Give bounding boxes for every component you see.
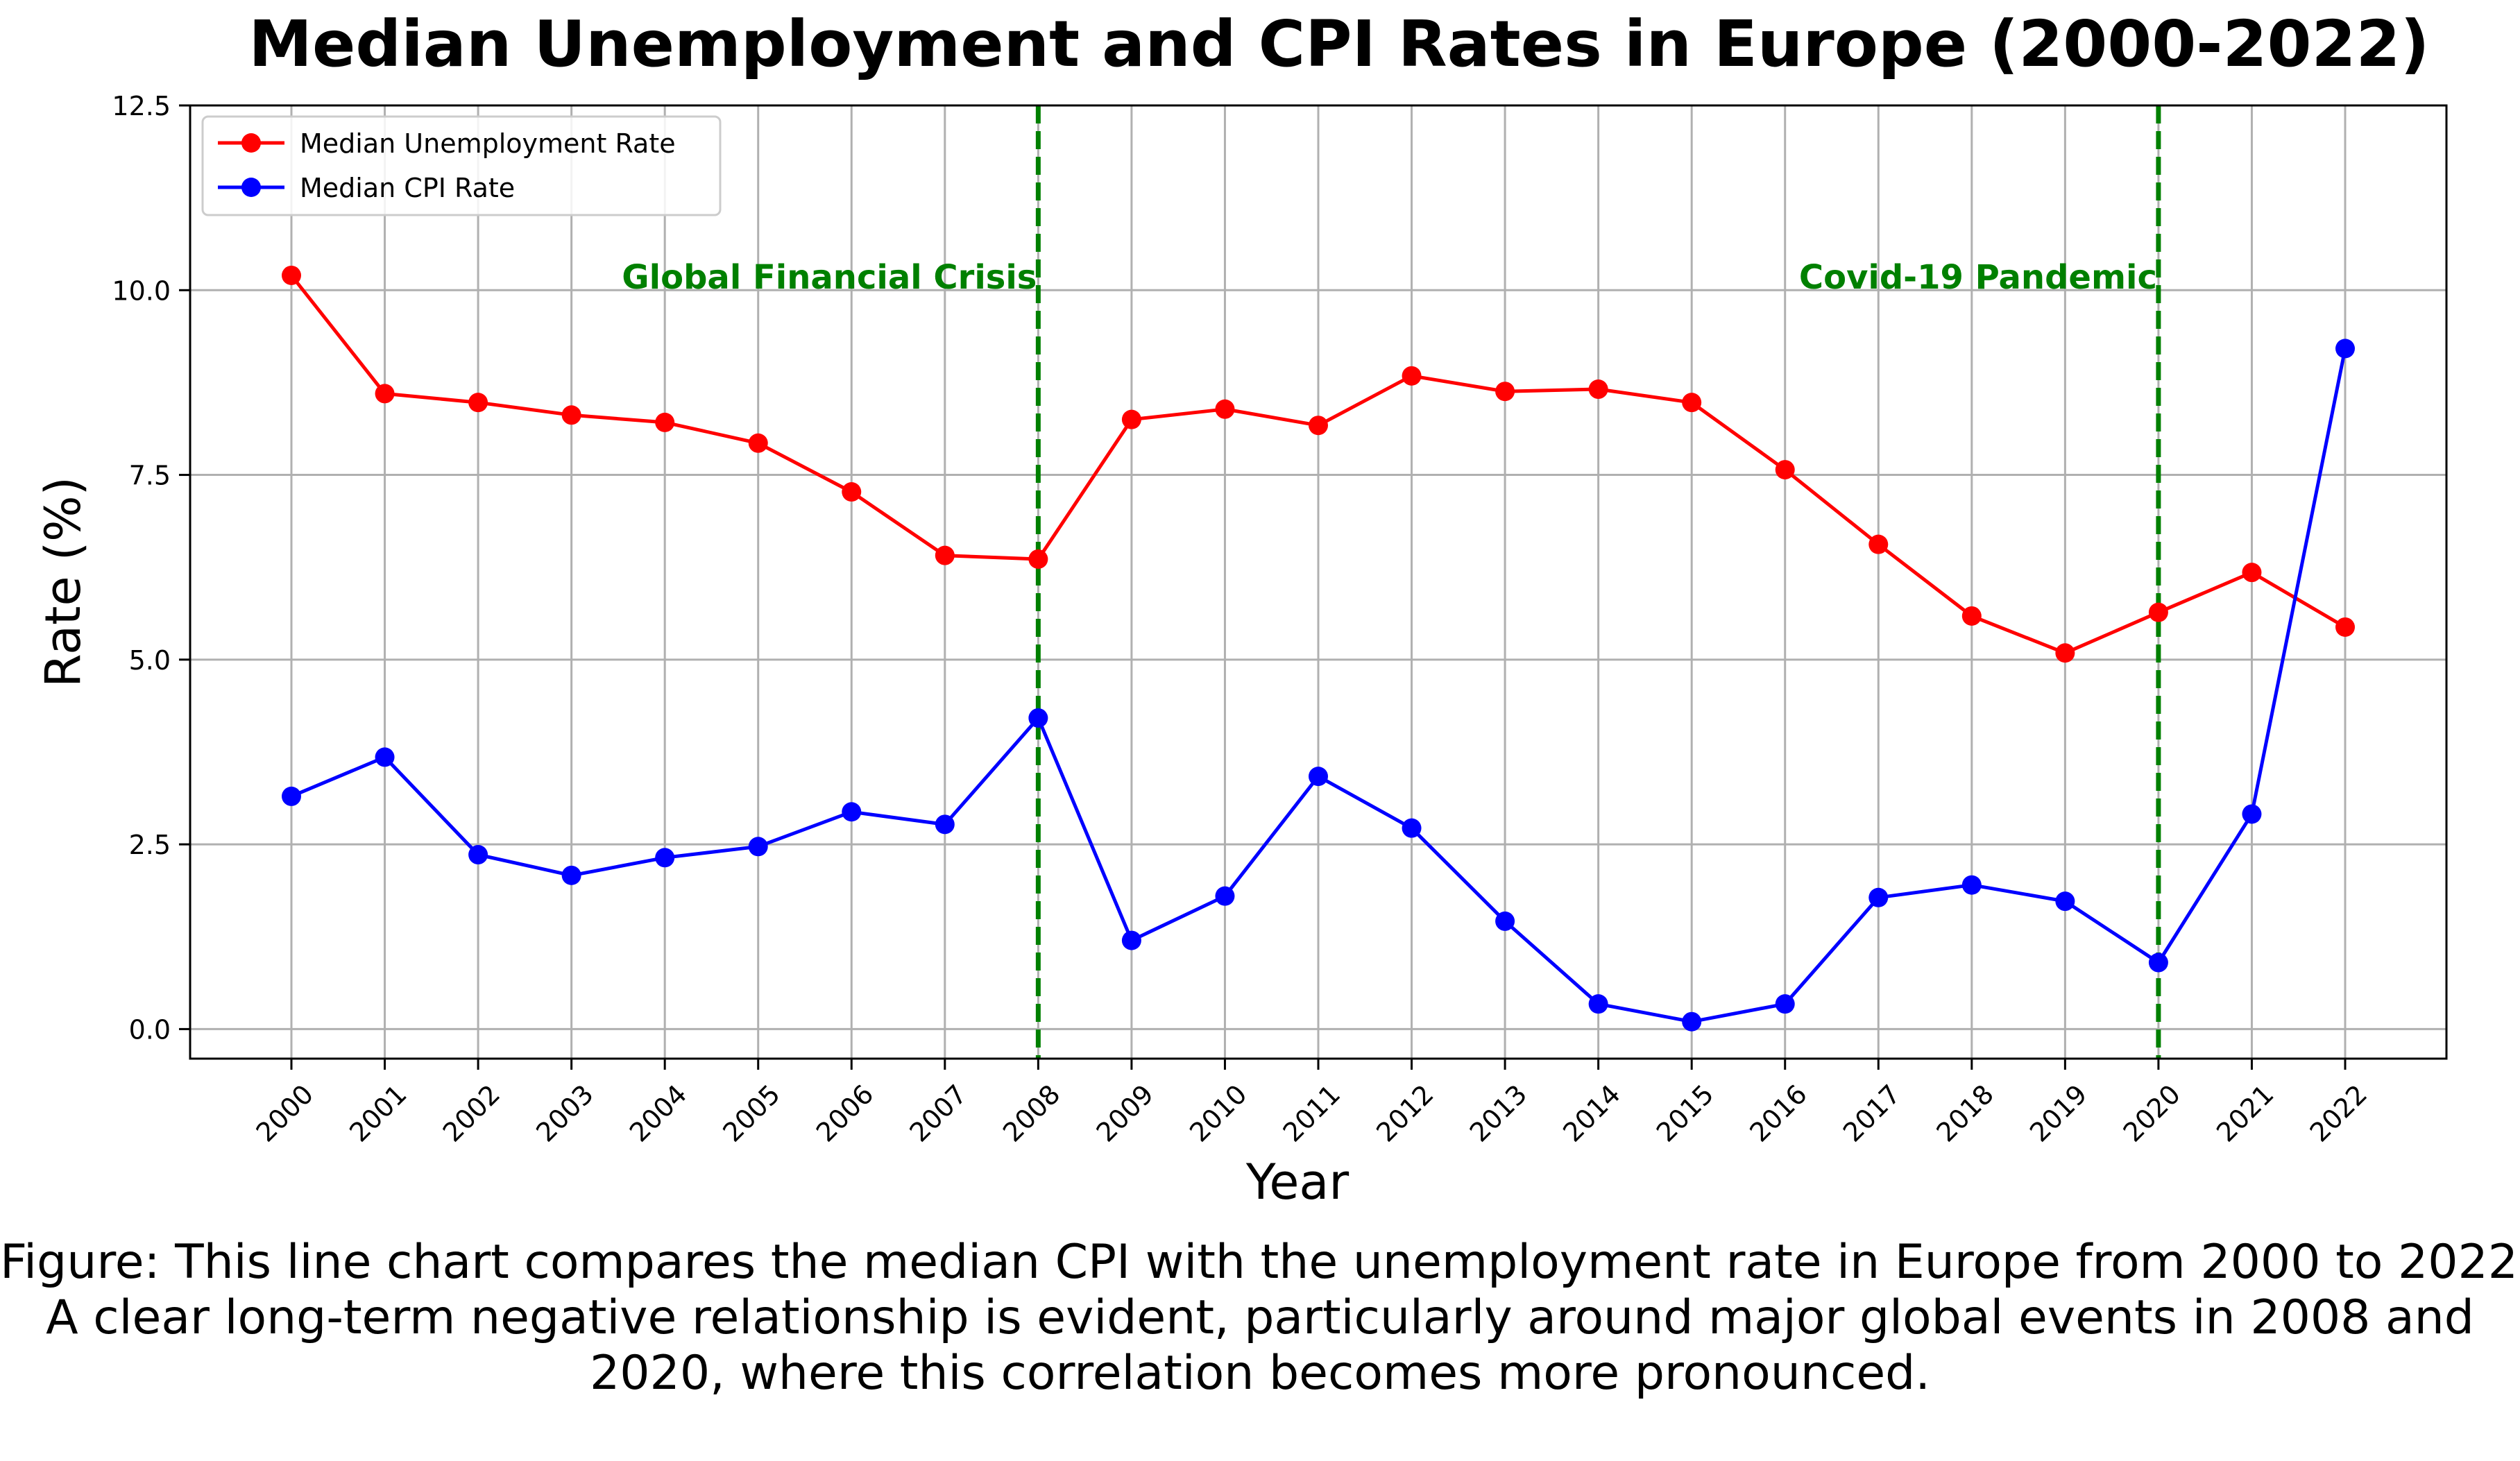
data-point [468,393,488,413]
data-point [2335,617,2355,637]
data-point [1868,534,1889,554]
data-point [1961,606,1982,626]
event-annotation-label: Covid-19 Pandemic [1799,258,2157,297]
x-tick-label: 2010 [1184,1079,1253,1148]
y-tick-label: 7.5 [129,461,171,491]
data-point [935,545,955,565]
data-point [1961,875,1982,895]
x-tick-label: 2015 [1651,1079,1720,1148]
data-point [1121,930,1141,950]
y-axis-label: Rate (%) [35,477,92,687]
data-point [655,412,675,432]
legend-box [201,115,722,216]
data-point [1495,382,1515,402]
data-point [2055,891,2075,912]
data-point [2242,563,2262,583]
x-tick-label: 2022 [2304,1079,2374,1148]
y-tick-label: 5.0 [129,645,171,676]
data-point [375,384,395,404]
legend-marker [241,178,261,197]
data-point [2148,952,2168,973]
data-point [748,837,768,857]
x-tick-label: 2002 [437,1079,506,1148]
data-point [1028,549,1048,569]
data-point [561,865,581,885]
data-point [842,482,862,502]
x-tick-label: 2013 [1464,1079,1533,1148]
legend-label: Median Unemployment Rate [300,128,676,159]
x-tick-label: 2006 [810,1079,880,1148]
caption-line-1: Figure: This line chart compares the med… [0,1235,2520,1290]
chart-title: Median Unemployment and CPI Rates in Eur… [248,7,2429,81]
data-point [655,848,675,868]
data-point [1775,460,1795,480]
data-point [1121,409,1141,429]
figure-caption: Figure: This line chart compares the med… [0,1235,2520,1401]
x-tick-label: 2018 [1930,1079,2000,1148]
data-point [1588,379,1608,400]
caption-line-3: 2020, where this correlation becomes mor… [590,1346,1930,1401]
data-point [1215,399,1235,419]
data-point [282,786,301,806]
x-tick-label: 2003 [530,1079,599,1148]
y-tick-label: 2.5 [129,830,171,860]
x-tick-label: 2021 [2211,1079,2280,1148]
x-tick-label: 2009 [1091,1079,1160,1148]
x-tick-label: 2004 [624,1079,693,1148]
data-point [2242,804,2262,824]
data-point [2055,643,2075,663]
data-point [1309,416,1328,436]
x-axis-label: Year [1245,1154,1349,1211]
legend-label: Median CPI Rate [300,173,515,203]
data-point [282,265,301,285]
x-tick-label: 2012 [1370,1079,1440,1148]
x-tick-label: 2008 [997,1079,1066,1148]
x-tick-label: 2005 [717,1079,786,1148]
x-tick-label: 2014 [1557,1079,1626,1148]
data-point [468,845,488,865]
event-annotation-label: Global Financial Crisis [622,258,1037,297]
data-point [561,405,581,425]
data-point [2148,602,2168,622]
data-point [1402,818,1422,838]
caption-line-2: A clear long-term negative relationship … [46,1290,2474,1345]
legend-marker [241,133,261,153]
y-tick-label: 0.0 [129,1014,171,1045]
y-tick-label: 10.0 [112,275,171,306]
data-point [842,802,862,822]
data-point [1028,708,1048,728]
x-tick-label: 2000 [250,1079,320,1148]
data-point [1588,994,1608,1014]
data-point [1495,911,1515,931]
data-point [2335,339,2355,359]
data-point [375,747,395,767]
x-tick-label: 2011 [1277,1079,1347,1148]
data-point [1309,767,1328,787]
x-tick-label: 2017 [1837,1079,1907,1148]
data-point [935,814,955,835]
data-point [1868,887,1889,907]
x-tick-label: 2016 [1744,1079,1813,1148]
x-tick-label: 2019 [2024,1079,2093,1148]
data-point [1215,886,1235,906]
data-point [1682,393,1702,413]
x-tick-label: 2020 [2118,1079,2187,1148]
data-point [1402,366,1422,386]
x-tick-label: 2007 [903,1079,973,1148]
data-point [748,433,768,453]
x-tick-label: 2001 [343,1079,413,1148]
data-point [1682,1011,1702,1032]
data-point [1775,994,1795,1014]
y-tick-label: 12.5 [112,91,171,121]
